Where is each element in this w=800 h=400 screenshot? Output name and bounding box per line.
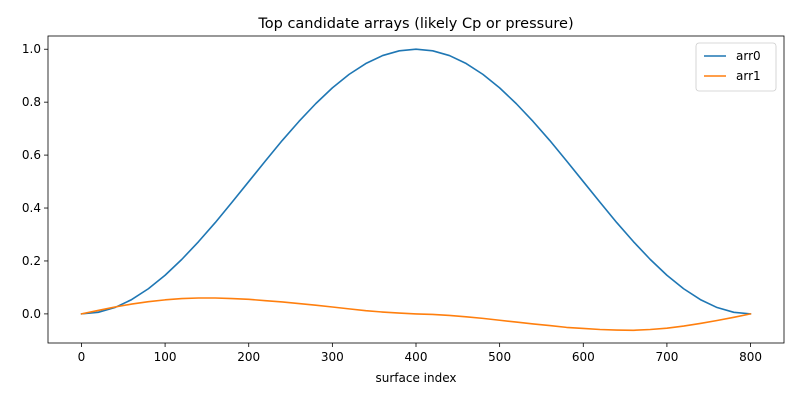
y-axis-ticks: 0.0 0.2 0.4 0.6 0.8 1.0 [22, 42, 48, 321]
x-tick-label: 300 [321, 350, 344, 364]
legend-label-arr1: arr1 [736, 69, 761, 83]
series-line-arr0 [80, 48, 752, 315]
y-tick-label: 0.2 [22, 254, 41, 268]
y-tick-label: 0.0 [22, 307, 41, 321]
legend: arr0 arr1 [695, 42, 777, 92]
legend-label-arr0: arr0 [736, 49, 761, 63]
y-tick-label: 1.0 [22, 42, 41, 56]
x-tick-label: 100 [154, 350, 177, 364]
x-tick-label: 600 [572, 350, 595, 364]
y-tick-label: 0.8 [22, 95, 41, 109]
x-tick-label: 500 [488, 350, 511, 364]
series-line-arr1 [80, 297, 752, 332]
chart-title: Top candidate arrays (likely Cp or press… [257, 16, 573, 32]
x-axis-ticks: 0 100 200 300 400 500 600 700 800 [78, 343, 762, 364]
y-tick-label: 0.4 [22, 201, 41, 215]
x-tick-label: 0 [78, 350, 86, 364]
y-tick-label: 0.6 [22, 148, 41, 162]
x-axis-title: surface index [376, 371, 457, 385]
x-tick-label: 800 [739, 350, 762, 364]
legend-box [695, 42, 777, 92]
x-tick-label: 200 [237, 350, 260, 364]
x-tick-label: 400 [405, 350, 428, 364]
x-tick-label: 700 [655, 350, 678, 364]
plot-lines [80, 48, 752, 332]
